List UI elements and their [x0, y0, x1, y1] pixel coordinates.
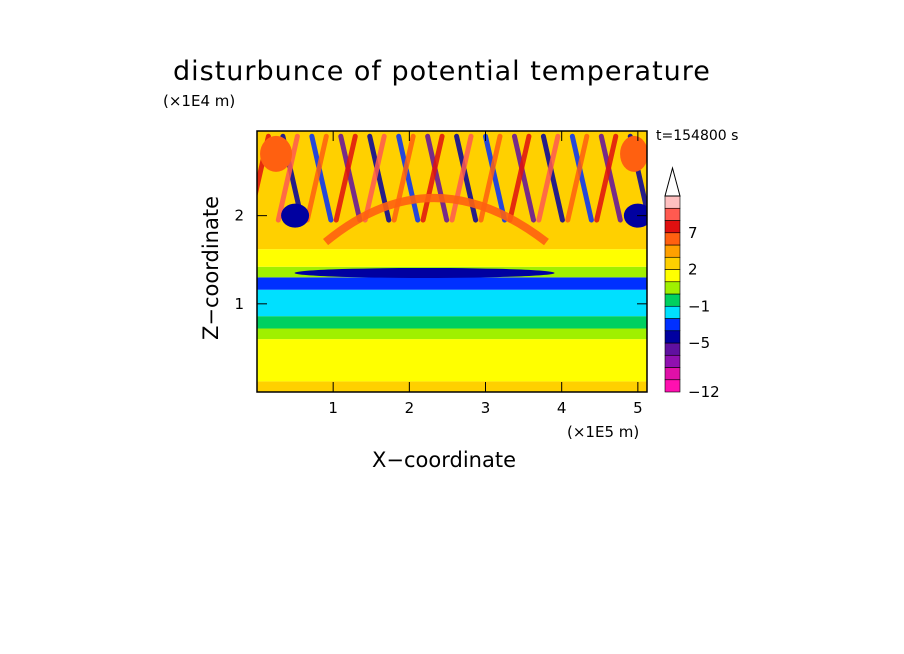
colorbar-swatch: [664, 354, 681, 368]
plot-frame: [256, 130, 648, 393]
warm-patch-right: [620, 135, 647, 172]
x-axis-label: X−coordinate: [372, 448, 516, 472]
field-band: [257, 316, 647, 329]
colorbar-swatch: [664, 367, 681, 381]
cold-patch-left: [281, 203, 310, 228]
field-band: [257, 381, 647, 392]
wave-streak: [338, 133, 363, 223]
wave-streak: [511, 133, 537, 223]
wave-streak: [594, 133, 619, 223]
colorbar-overflow-arrow: [664, 166, 681, 197]
y-axis-unit: (×1E4 m): [163, 92, 236, 110]
colorbar-swatch: [664, 220, 681, 234]
wave-streak: [425, 133, 450, 223]
field-band: [257, 339, 647, 382]
x-axis-ticks: 1 2 3 4 5: [328, 131, 643, 417]
colorbar-swatch: [664, 379, 681, 393]
wave-streak: [304, 133, 329, 223]
colorbar-swatch: [664, 244, 681, 258]
x-tick-label: 2: [405, 399, 415, 417]
colorbar-tick-label: −12: [688, 383, 720, 401]
colorbar-tick-label: 2: [688, 261, 698, 279]
colorbar-swatch: [664, 342, 681, 356]
y-tick-label: 2: [234, 207, 244, 225]
wave-streak: [420, 133, 445, 223]
colorbar-swatch: [664, 281, 681, 295]
x-tick-label: 3: [481, 399, 491, 417]
wave-streak: [396, 133, 421, 223]
warm-arc: [323, 194, 549, 246]
colorbar-tick-label: −1: [688, 297, 710, 315]
wave-streak: [449, 133, 474, 223]
warm-patch-left: [260, 135, 293, 172]
x-tick-label: 5: [633, 399, 643, 417]
contour-field: [257, 131, 647, 392]
wave-streak: [362, 133, 387, 223]
colorbar-swatch: [664, 232, 681, 246]
wave-streak: [565, 133, 590, 223]
field-band: [257, 249, 647, 267]
field-band: [257, 328, 647, 340]
wave-streak: [540, 133, 565, 223]
x-tick-label: 4: [557, 399, 567, 417]
colorbar-swatch: [664, 318, 681, 332]
wave-streak: [598, 133, 623, 223]
wave-streak: [309, 133, 334, 223]
field-band: [257, 277, 647, 290]
colorbar-tick-label: 7: [688, 224, 698, 242]
x-tick-label: 1: [328, 399, 338, 417]
cold-patch-right: [623, 203, 647, 228]
y-tick-label: 1: [234, 295, 244, 313]
colorbar-swatch: [664, 305, 681, 319]
colorbar-swatch: [664, 207, 681, 221]
y-axis-ticks: 12: [234, 207, 647, 313]
field-band: [257, 289, 647, 317]
wave-streak: [333, 133, 358, 223]
colorbar: 7 2 −1 −5 −12: [664, 166, 720, 401]
colorbar-swatch: [664, 256, 681, 270]
wave-streak: [569, 133, 594, 223]
colorbar-tick-label: −5: [688, 334, 710, 352]
cold-band: [294, 267, 555, 278]
wave-streak: [275, 133, 300, 223]
time-label: t=154800 s: [656, 128, 739, 144]
colorbar-swatch: [664, 269, 681, 283]
wave-streak: [507, 133, 532, 223]
x-axis-unit: (×1E5 m): [567, 423, 640, 441]
chart-title: disturbunce of potential temperature: [173, 56, 711, 87]
wave-streak: [483, 133, 508, 223]
colorbar-swatch: [664, 330, 681, 344]
colorbar-swatch: [664, 195, 681, 209]
colorbar-swatch: [664, 293, 681, 307]
wave-streak: [536, 133, 561, 223]
